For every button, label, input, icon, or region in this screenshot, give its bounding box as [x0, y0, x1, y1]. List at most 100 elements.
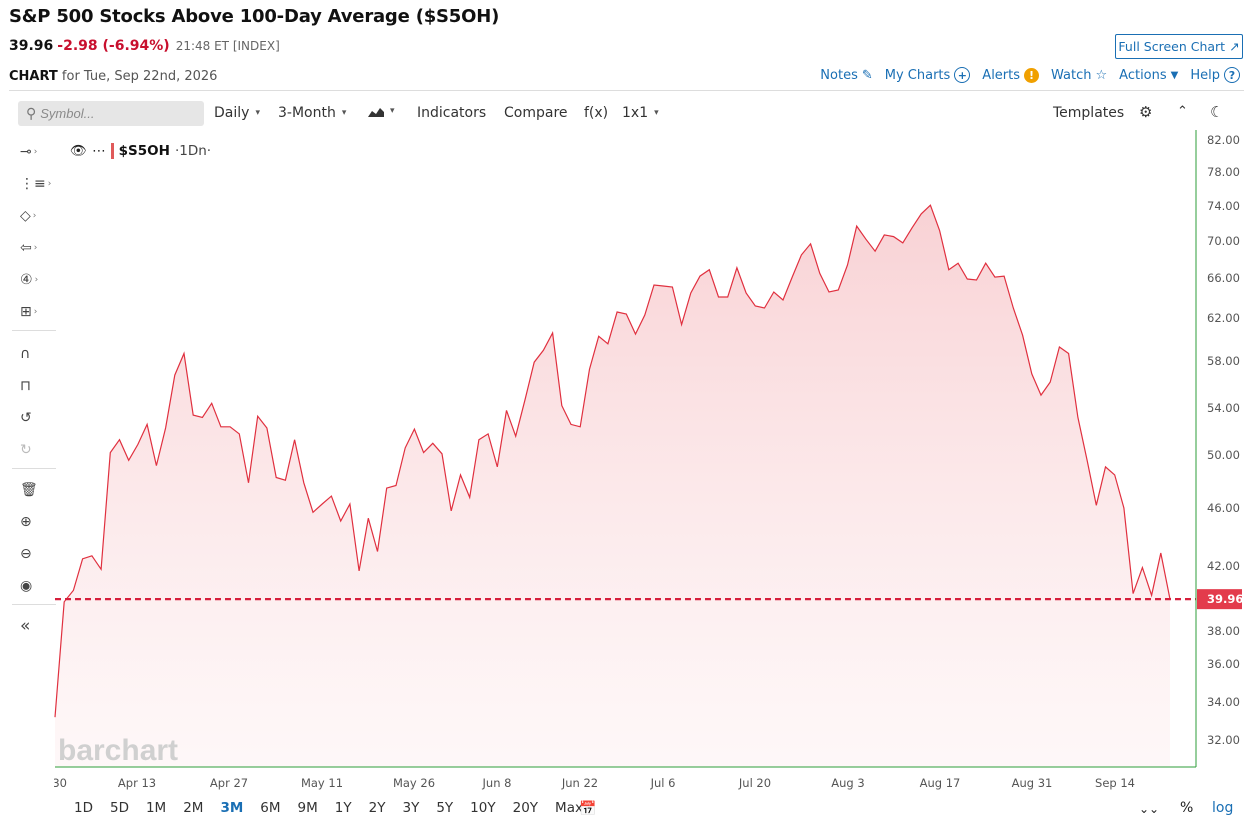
collapse-toolbar-button[interactable]: « [20, 616, 50, 636]
y-tick-label: 42.00 [1207, 559, 1240, 573]
range-button-20y[interactable]: 20Y [512, 800, 539, 816]
x-tick-label: Apr 27 [210, 776, 248, 790]
percent-toggle[interactable]: % [1180, 800, 1194, 816]
range-button-9m[interactable]: 9M [297, 800, 318, 816]
range-button-1d[interactable]: 1D [74, 800, 93, 816]
notes-link[interactable]: Notes ✎ [820, 68, 872, 83]
measure-tool[interactable]: ⊞ › [20, 302, 50, 322]
range-selector: 1D 5D 1M 2M 3M 6M 9M 1Y 2Y 3Y 5Y 10Y 20Y Max [74, 800, 600, 816]
zoom-in-icon: ⊕ [20, 514, 32, 530]
eye-icon[interactable]: 👁 [70, 143, 88, 159]
tool-separator [12, 468, 56, 469]
full-screen-chart-button[interactable]: Full Screen Chart ↗ [1115, 34, 1243, 59]
range-button-1y[interactable]: 1Y [334, 800, 352, 816]
arrow-tool[interactable]: ⇦ › [20, 238, 50, 258]
expand-down-icon[interactable]: ⌄⌄ [1139, 802, 1160, 816]
chevron-right-icon: › [32, 211, 37, 221]
range-button-10y[interactable]: 10Y [470, 800, 496, 816]
range-button-3y[interactable]: 3Y [402, 800, 420, 816]
more-icon[interactable]: ⋯ [92, 143, 106, 159]
zoom-out-button[interactable]: ⊖ [20, 544, 50, 564]
page-title: S&P 500 Stocks Above 100-Day Average ($S… [9, 6, 500, 27]
layout-label: 1x1 [622, 105, 649, 121]
crosshair-tool[interactable]: ⊸ › [20, 142, 50, 162]
interval-select[interactable]: Daily ▾ [214, 105, 260, 121]
legend-symbol: $S5OH [118, 143, 170, 159]
top-links: Notes ✎ My Charts + Alerts ! Watch ☆ Act… [820, 67, 1240, 83]
last-price: 39.96 [9, 38, 54, 54]
period-select[interactable]: 3-Month ▾ [278, 105, 346, 121]
y-tick-label: 62.00 [1207, 311, 1240, 325]
x-tick-label: Jun 8 [482, 776, 512, 790]
period-label: 3-Month [278, 105, 336, 121]
compare-button[interactable]: Compare [504, 105, 568, 121]
delete-button[interactable]: 🗑 [20, 480, 50, 500]
area-fill [55, 205, 1170, 767]
chevron-down-icon: ▾ [654, 108, 659, 118]
lock-tool[interactable]: ⊓ [20, 376, 50, 396]
collapse-up-icon[interactable]: ⌃ [1177, 104, 1188, 119]
chart-label: CHART [9, 69, 58, 84]
redo-icon: ↻ [20, 442, 32, 458]
actions-label: Actions [1119, 67, 1167, 83]
quote-line: 39.96 -2.98 (-6.94%) 21:48 ET [INDEX] [9, 38, 280, 54]
x-tick-label: May 26 [393, 776, 435, 790]
chart-toolbar: ⚲ Daily ▾ 3-Month ▾ ▾ Indicators Compare… [9, 99, 1244, 129]
annotation-tool[interactable]: ④ › [20, 270, 50, 290]
x-tick-label: Aug 31 [1012, 776, 1053, 790]
range-button-5d[interactable]: 5D [109, 800, 129, 816]
zoom-in-button[interactable]: ⊕ [20, 512, 50, 532]
y-tick-label: 74.00 [1207, 199, 1240, 213]
time-exchange: 21:48 ET [INDEX] [175, 39, 280, 53]
symbol-search[interactable]: ⚲ [18, 101, 204, 126]
help-link[interactable]: Help ? [1190, 67, 1240, 83]
visibility-button[interactable]: ◉ [20, 576, 50, 596]
range-button-5y[interactable]: 5Y [436, 800, 454, 816]
my-charts-link[interactable]: My Charts + [885, 67, 971, 83]
help-label: Help [1190, 67, 1220, 83]
magnet-tool[interactable]: ∩ [20, 344, 50, 364]
chevron-down-icon: ▾ [255, 108, 260, 118]
range-button-1m[interactable]: 1M [145, 800, 167, 816]
alerts-link[interactable]: Alerts ! [982, 67, 1040, 83]
layout-select[interactable]: 1x1 ▾ [622, 105, 659, 121]
range-button-2m[interactable]: 2M [183, 800, 204, 816]
x-tick-label: May 11 [301, 776, 343, 790]
range-button-3m[interactable]: 3M [220, 800, 244, 816]
shape-icon: ◇ [20, 208, 31, 224]
interval-label: Daily [214, 105, 250, 121]
trendline-icon: ⋮≡ [20, 176, 46, 192]
shape-tool[interactable]: ◇ › [20, 206, 50, 226]
plus-circle-icon: + [954, 67, 971, 83]
watch-link[interactable]: Watch ☆ [1051, 68, 1107, 83]
actions-menu[interactable]: Actions ▼ [1119, 68, 1178, 83]
indicators-button[interactable]: Indicators [417, 105, 487, 121]
chart-type-select[interactable]: ▾ [368, 105, 395, 117]
trendline-tool[interactable]: ⋮≡ › [20, 174, 51, 194]
gear-icon[interactable]: ⚙ [1139, 103, 1153, 121]
notes-label: Notes [820, 67, 858, 83]
calendar-icon[interactable]: 📅 [579, 801, 597, 817]
alert-icon: ! [1024, 67, 1040, 83]
undo-button[interactable]: ↺ [20, 408, 50, 428]
arrow-left-icon: ⇦ [20, 240, 32, 256]
redo-button[interactable]: ↻ [20, 440, 50, 460]
y-tick-label: 78.00 [1207, 165, 1240, 179]
x-tick-label: Aug 3 [831, 776, 864, 790]
templates-button[interactable]: Templates [1053, 105, 1125, 121]
unlock-icon: ⊓ [20, 378, 31, 394]
series-line [54, 204, 1171, 718]
range-button-6m[interactable]: 6M [260, 800, 281, 816]
magnet-icon: ∩ [20, 346, 31, 362]
dark-mode-icon[interactable]: ☾ [1210, 103, 1224, 121]
range-button-2y[interactable]: 2Y [368, 800, 386, 816]
my-charts-label: My Charts [884, 67, 951, 83]
range-button-max[interactable]: Max [555, 800, 583, 816]
symbol-input[interactable] [40, 106, 191, 121]
chevron-right-icon: › [34, 275, 39, 285]
log-toggle[interactable]: log [1212, 800, 1234, 816]
chart-date: for Tue, Sep 22nd, 2026 [61, 69, 218, 84]
fx-button[interactable]: f(x) [584, 105, 609, 121]
